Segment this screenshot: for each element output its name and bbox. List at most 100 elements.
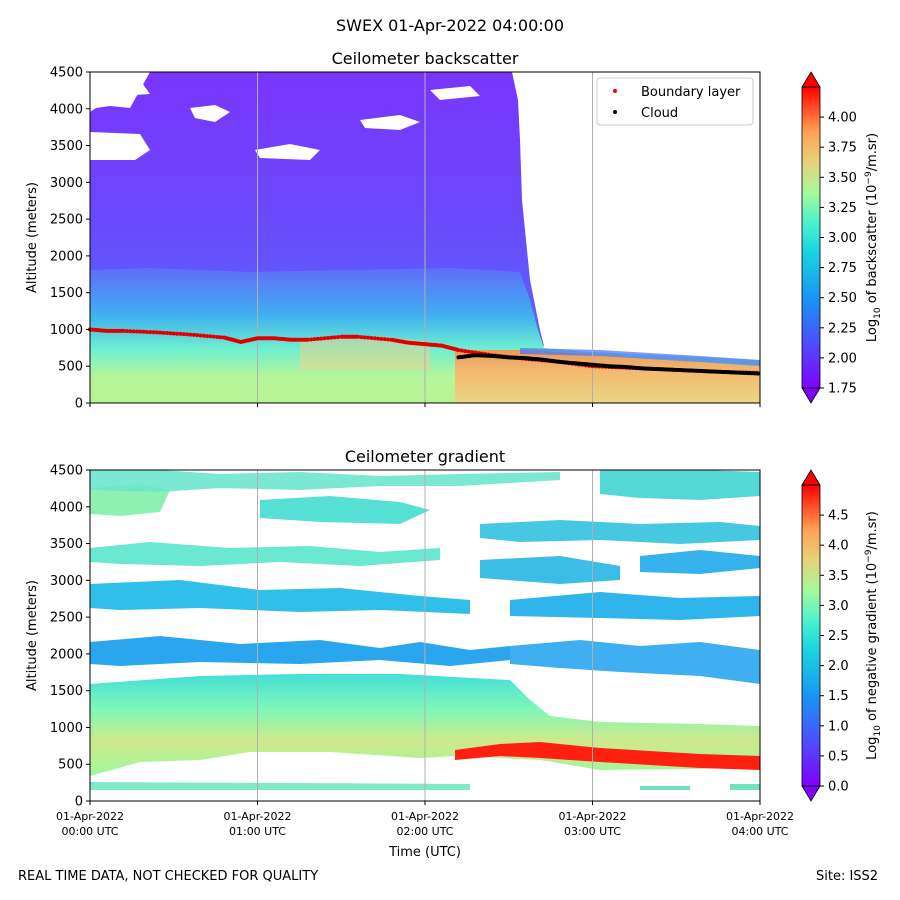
legend-cloud-marker: [613, 110, 617, 114]
y-tick-label: 4500: [50, 66, 83, 81]
boundary-layer-point: [211, 334, 216, 339]
x-tick-label-date: 01-Apr-2022: [726, 810, 794, 823]
boundary-layer-point: [459, 348, 464, 353]
x-tick-label-date: 01-Apr-2022: [56, 810, 124, 823]
boundary-layer-point: [198, 333, 203, 338]
colorbar-tick-label: 0.5: [828, 749, 849, 764]
backscatter-panel: Ceilometer backscatter 0 500 1000 1500 2000 25…: [25, 49, 883, 412]
backscatter-colorbar-label: Log10 of backscatter (10−9/m.sr): [864, 133, 883, 342]
colorbar-gradient: [802, 485, 820, 786]
boundary-layer-point: [175, 331, 180, 336]
y-tick-label: 3500: [50, 537, 83, 552]
boundary-layer-point: [366, 335, 371, 340]
y-tick-label: 1500: [50, 684, 83, 699]
x-tick-label-date: 01-Apr-2022: [391, 810, 459, 823]
site-label: Site: ISS2: [816, 869, 879, 884]
boundary-layer-point: [312, 337, 317, 342]
legend-boundary-layer-marker: [613, 89, 617, 93]
y-tick-label: 1500: [50, 286, 83, 301]
y-tick-label: 3000: [50, 574, 83, 589]
backscatter-ylabel: Altitude (meters): [25, 182, 40, 293]
backscatter-series: [88, 327, 761, 376]
boundary-layer-point: [141, 329, 146, 334]
boundary-layer-point: [325, 335, 330, 340]
colorbar-tick-label: 4.5: [828, 509, 849, 524]
boundary-layer-point: [134, 329, 139, 334]
boundary-layer-point: [195, 333, 200, 338]
legend-box: [596, 77, 754, 126]
colorbar-tick-label: 2.50: [828, 291, 857, 306]
boundary-layer-point: [161, 330, 166, 335]
colorbar-tick-label: 2.5: [828, 629, 849, 644]
gradient-xlabel: Time (UTC): [388, 845, 461, 860]
y-tick-label: 4000: [50, 102, 83, 117]
boundary-layer-point: [168, 331, 173, 336]
boundary-layer-point: [218, 335, 223, 340]
y-tick-label: 2000: [50, 647, 83, 662]
boundary-layer-point: [188, 332, 193, 337]
gradient-panel: Ceilometer gradient 0 500 1000 1500 2000 2500 3…: [25, 447, 883, 860]
y-tick-label: 500: [58, 758, 83, 773]
boundary-layer-point: [124, 329, 129, 334]
backscatter-title: Ceilometer backscatter: [332, 49, 519, 68]
boundary-layer-point: [369, 335, 374, 340]
colorbar-tick-label: 3.50: [828, 171, 857, 186]
y-tick-label: 4500: [50, 464, 83, 479]
legend-cloud-label: Cloud: [641, 106, 678, 121]
boundary-layer-point: [332, 335, 337, 340]
boundary-layer-point: [329, 335, 334, 340]
x-tick-label-time: 01:00 UTC: [229, 825, 286, 838]
boundary-layer-point: [362, 335, 367, 340]
colorbar-tick-label: 1.5: [828, 689, 849, 704]
colorbar-tick-label: 1.75: [828, 382, 857, 397]
y-tick-label: 4000: [50, 500, 83, 515]
colorbar-tick-label: 2.75: [828, 261, 857, 276]
colorbar-gradient: [802, 87, 820, 388]
backscatter-colorbar: 1.75 2.00 2.25 2.50 2.75 3.00 3.25 3.50 3.75 4.00…: [801, 71, 883, 404]
boundary-layer-point: [376, 336, 381, 341]
y-tick-label: 500: [58, 360, 83, 375]
boundary-layer-point: [386, 337, 391, 342]
cloud-point: [756, 371, 761, 376]
boundary-layer-point: [185, 332, 190, 337]
x-tick-label-time: 02:00 UTC: [396, 825, 453, 838]
colorbar-tick-label: 2.00: [828, 351, 857, 366]
boundary-layer-point: [335, 335, 340, 340]
boundary-layer-point: [356, 334, 360, 339]
boundary-layer-point: [171, 331, 176, 336]
legend: Boundary layer Cloud: [596, 77, 754, 126]
y-tick-label: 2500: [50, 611, 83, 626]
y-tick-label: 3000: [50, 176, 83, 191]
y-tick-label: 1000: [50, 721, 83, 736]
gradient-ylabel: Altitude (meters): [25, 580, 40, 691]
y-tick-label: 0: [75, 397, 83, 412]
colorbar-tick-label: 3.5: [828, 569, 849, 584]
boundary-layer-point: [128, 329, 133, 334]
gradient-axes: Ceilometer gradient 0 500 1000 1500 2000 2500 3…: [25, 447, 794, 860]
boundary-layer-point: [382, 337, 387, 342]
colorbar-tick-label: 3.25: [828, 201, 857, 216]
colorbar-extend-min: [801, 785, 821, 802]
boundary-layer-point: [151, 330, 156, 335]
gradient-colorbar-label: Log10 of negative gradient (10−9/m.sr): [864, 511, 883, 760]
gradient-title: Ceilometer gradient: [345, 447, 505, 466]
colorbar-tick-label: 3.75: [828, 141, 857, 156]
x-tick-label-time: 04:00 UTC: [731, 825, 788, 838]
backscatter-gridlines: [257, 72, 593, 403]
colorbar-tick-label: 3.0: [828, 599, 849, 614]
boundary-layer-point: [305, 337, 310, 342]
boundary-layer-point: [215, 334, 220, 339]
boundary-layer-point: [148, 330, 153, 335]
x-tick-label-time: 03:00 UTC: [564, 825, 621, 838]
x-tick-label-time: 00:00 UTC: [61, 825, 118, 838]
x-tick-label-date: 01-Apr-2022: [558, 810, 626, 823]
boundary-layer-point: [121, 328, 126, 333]
boundary-layer-point: [379, 336, 384, 341]
boundary-layer-point: [144, 329, 149, 334]
boundary-layer-point: [309, 337, 314, 342]
boundary-layer-point: [155, 330, 159, 335]
legend-boundary-layer-label: Boundary layer: [641, 85, 741, 100]
colorbar-extend-max: [801, 71, 821, 88]
boundary-layer-point: [201, 333, 206, 338]
